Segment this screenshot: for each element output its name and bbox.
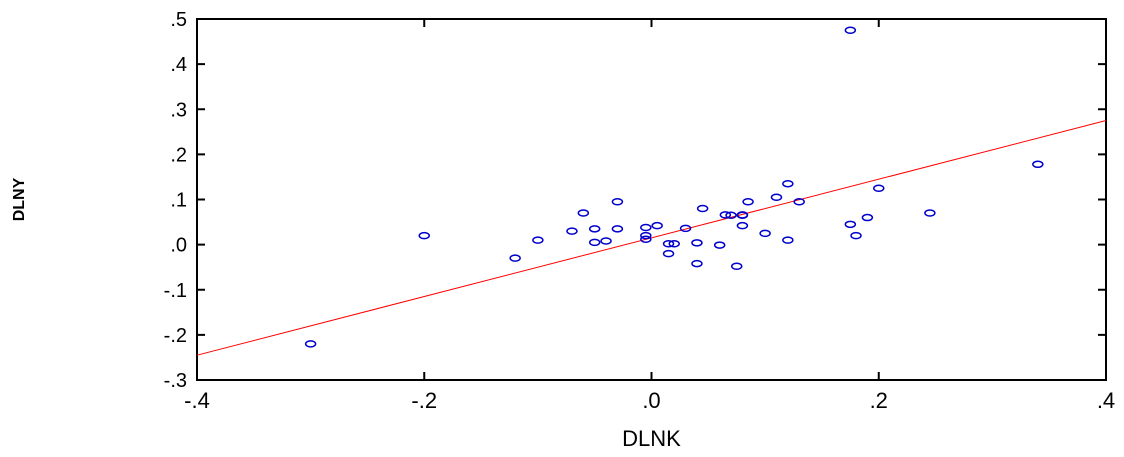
data-point [736,221,749,230]
data-point [691,239,703,247]
y-tick-label: .3 [170,99,187,121]
data-point [640,235,652,243]
regression-line-group [196,120,1107,356]
data-point [662,239,675,248]
data-point [532,236,544,244]
x-tick-label: -.4 [184,388,210,413]
y-tick-label: -.1 [164,280,187,302]
plot-frame [196,18,1107,381]
data-point [770,193,783,201]
data-point [844,220,857,229]
x-axis-label: DLNK [622,426,681,451]
y-tick-label: .0 [170,235,187,257]
data-point [611,225,624,233]
regression-line [196,120,1107,356]
data-point [730,262,743,271]
data-point [640,231,652,240]
y-tick-label: .1 [170,190,187,212]
data-points [304,26,1044,348]
data-point [725,211,737,220]
data-point [566,227,578,235]
data-point [759,229,771,238]
y-tick-label: .2 [170,144,187,166]
data-point [850,231,862,240]
data-point [782,236,794,244]
data-point [600,237,612,245]
data-point [696,204,709,213]
x-tick-label: -.2 [411,388,437,413]
y-tick-label: .4 [170,54,187,76]
data-point [640,223,652,232]
data-point [651,221,663,230]
x-tick-label: .0 [642,388,660,413]
data-point [668,239,680,248]
data-point [742,198,754,206]
y-tick-label: -.2 [164,325,187,347]
data-point [304,340,317,348]
data-point [577,209,590,217]
data-point [679,224,692,233]
data-point [418,231,430,240]
data-point [509,254,521,262]
data-point [782,179,794,188]
data-point [611,198,624,206]
data-point [691,259,703,268]
data-point [861,213,874,222]
data-point [736,211,749,219]
data-point [588,225,601,233]
data-point [588,238,601,247]
x-tick-label: .2 [870,388,888,413]
data-point [873,184,885,192]
x-tick-label: .4 [1097,388,1115,413]
data-point [924,209,936,217]
x-axis-ticks: -.4 -.2 .0 .2 .4 [184,19,1115,413]
y-tick-label: -.3 [164,370,187,392]
data-point [844,26,857,35]
y-axis-ticks: -.3 -.2 -.1 .0 .1 .2 .3 .4 .5 [164,9,1106,392]
data-point [719,211,732,219]
data-point [662,249,675,258]
y-axis-label: DLNY [11,177,28,221]
data-point [1032,160,1044,169]
data-point [793,198,805,206]
plot-border [196,18,1107,381]
y-tick-label: .5 [170,9,187,31]
data-point [713,241,726,249]
